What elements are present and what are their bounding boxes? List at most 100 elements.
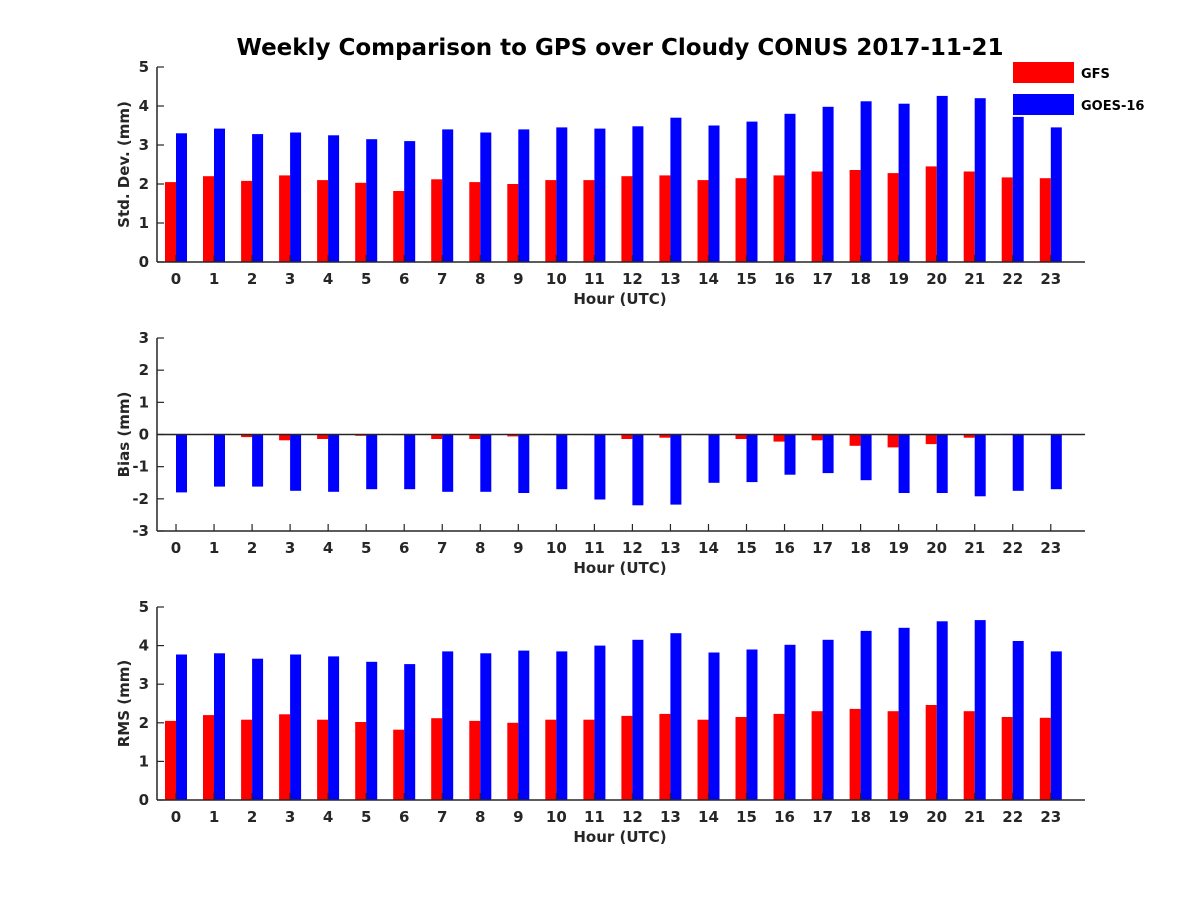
bar-goes-16-4 (328, 135, 340, 263)
bar-gfs-23 (1039, 717, 1051, 800)
bar-goes-16-16 (784, 644, 796, 800)
bar-goes-16-13 (670, 434, 682, 505)
bar-gfs-15 (735, 717, 747, 800)
bar-gfs-20 (925, 705, 937, 800)
bar-goes-16-22 (1012, 641, 1024, 800)
bar-goes-16-2 (252, 658, 264, 800)
bar-gfs-22 (1001, 717, 1013, 800)
bar-goes-16-5 (366, 661, 378, 800)
y-axis-label: RMS (mm) (115, 660, 133, 747)
bar-goes-16-4 (328, 434, 340, 492)
y-tick-label: 5 (139, 58, 149, 76)
y-tick-label: 3 (139, 329, 149, 347)
x-tick-label: 0 (171, 539, 181, 557)
bar-gfs-7 (431, 434, 443, 439)
bar-gfs-14 (697, 180, 709, 262)
x-tick-label: 3 (285, 270, 295, 288)
bar-gfs-9 (507, 184, 519, 262)
x-tick-label: 16 (774, 270, 795, 288)
x-axis-label: Hour (UTC) (573, 828, 666, 846)
bar-gfs-2 (241, 719, 253, 800)
bar-goes-16-20 (936, 95, 948, 263)
legend: GFS GOES-16 (1013, 62, 1144, 115)
bar-goes-16-15 (746, 434, 758, 483)
x-tick-label: 6 (399, 270, 409, 288)
legend-label: GFS (1081, 67, 1110, 82)
bar-goes-16-21 (974, 98, 986, 262)
bar-gfs-8 (469, 182, 481, 262)
bar-gfs-10 (545, 719, 557, 800)
bar-gfs-14 (697, 719, 709, 800)
x-tick-label: 1 (209, 808, 219, 826)
bar-gfs-21 (963, 171, 975, 262)
y-tick-label: 1 (139, 214, 149, 232)
x-tick-label: 0 (171, 808, 181, 826)
x-tick-label: 4 (323, 539, 333, 557)
x-tick-label: 22 (1002, 270, 1023, 288)
x-tick-label: 12 (622, 808, 643, 826)
y-tick-label: 1 (139, 752, 149, 770)
y-tick-label: 3 (139, 675, 149, 693)
x-tick-label: 9 (513, 270, 523, 288)
chart-title: Weekly Comparison to GPS over Cloudy CON… (237, 35, 1004, 61)
bar-goes-16-10 (556, 434, 568, 490)
bar-goes-16-12 (632, 639, 644, 800)
bar-gfs-0 (165, 720, 176, 800)
bar-goes-16-11 (594, 128, 606, 262)
y-tick-label: -3 (132, 522, 149, 540)
x-tick-label: 4 (323, 808, 333, 826)
bar-gfs-19 (887, 711, 899, 800)
bar-gfs-15 (735, 434, 747, 439)
bar-goes-16-20 (936, 621, 948, 800)
y-axis-label: Bias (mm) (115, 392, 133, 478)
x-tick-label: 13 (660, 539, 681, 557)
bar-gfs-4 (317, 434, 329, 439)
bar-goes-16-8 (480, 132, 492, 262)
bar-goes-16-20 (936, 434, 948, 493)
bar-goes-16-14 (708, 125, 720, 262)
y-tick-label: 2 (139, 175, 149, 193)
bar-goes-16-12 (632, 434, 644, 506)
bar-gfs-18 (849, 434, 861, 446)
bar-gfs-1 (203, 715, 214, 800)
bar-gfs-18 (849, 170, 861, 262)
x-tick-label: 12 (622, 539, 643, 557)
bar-gfs-23 (1039, 178, 1051, 262)
x-tick-label: 6 (399, 808, 409, 826)
bar-gfs-7 (431, 718, 443, 800)
x-tick-label: 5 (361, 270, 371, 288)
bar-gfs-2 (241, 180, 253, 262)
y-tick-label: -2 (132, 490, 149, 508)
x-tick-label: 7 (437, 539, 447, 557)
bar-gfs-17 (811, 711, 823, 800)
bar-goes-16-3 (290, 434, 302, 491)
x-tick-label: 2 (247, 539, 257, 557)
bar-goes-16-2 (252, 134, 264, 262)
bar-goes-16-19 (898, 103, 910, 262)
bar-gfs-5 (355, 722, 367, 800)
x-tick-label: 10 (546, 808, 567, 826)
bar-gfs-21 (963, 434, 975, 438)
x-tick-label: 20 (926, 270, 947, 288)
bar-goes-16-5 (366, 434, 378, 490)
x-tick-label: 22 (1002, 539, 1023, 557)
x-tick-label: 3 (285, 808, 295, 826)
y-tick-label: 2 (139, 714, 149, 732)
x-tick-label: 14 (698, 539, 719, 557)
bar-goes-16-3 (290, 654, 302, 800)
x-tick-label: 11 (584, 539, 605, 557)
x-tick-label: 7 (437, 808, 447, 826)
bar-gfs-6 (393, 729, 405, 800)
bar-gfs-3 (279, 714, 291, 800)
x-tick-label: 6 (399, 539, 409, 557)
bar-gfs-4 (317, 719, 329, 800)
x-tick-label: 9 (513, 808, 523, 826)
bar-gfs-11 (583, 180, 595, 262)
bar-goes-16-0 (176, 133, 187, 262)
x-tick-label: 11 (584, 808, 605, 826)
y-tick-label: 2 (139, 361, 149, 379)
bar-goes-16-22 (1012, 116, 1024, 263)
x-axis-label: Hour (UTC) (573, 559, 666, 577)
x-tick-label: 14 (698, 270, 719, 288)
x-tick-label: 2 (247, 808, 257, 826)
